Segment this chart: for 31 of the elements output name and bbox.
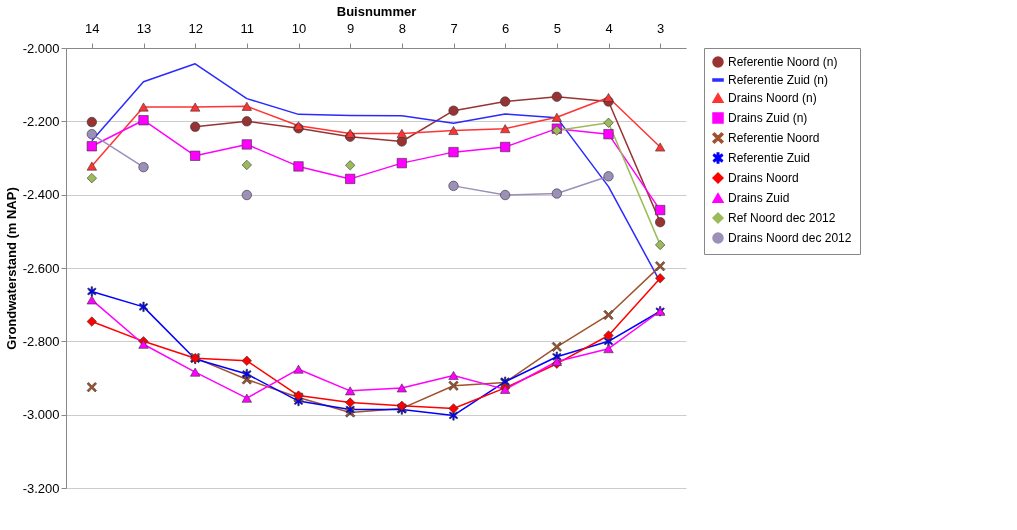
legend-label: Referentie Noord (n) <box>728 55 838 69</box>
x-tick-label: 3 <box>657 20 665 36</box>
y-tick-label: -2.400 <box>22 187 60 203</box>
x-tick-label: 5 <box>553 20 561 36</box>
y-tick-label: -3.000 <box>22 407 60 423</box>
x-tick-label: 8 <box>398 20 406 36</box>
y-axis-title: Grondwaterstand (m NAP) <box>3 187 19 350</box>
legend-label: Drains Noord dec 2012 <box>728 231 852 245</box>
legend-label: Referentie Zuid (n) <box>728 73 829 87</box>
x-tick-label: 7 <box>450 20 458 36</box>
legend-label: Referentie Zuid <box>728 151 811 165</box>
x-tick-label: 14 <box>85 20 100 36</box>
legend-label: Drains Zuid (n) <box>728 111 808 125</box>
y-tick-label: -2.800 <box>22 333 60 349</box>
x-tick-label: 11 <box>240 20 255 36</box>
x-tick-label: 13 <box>136 20 152 36</box>
legend-label: Referentie Noord <box>728 131 820 145</box>
legend-label: Drains Noord (n) <box>728 91 817 105</box>
y-tick-label: -3.200 <box>22 480 60 496</box>
legend-label: Ref Noord dec 2012 <box>728 211 836 225</box>
y-tick-label: -2.000 <box>22 40 60 56</box>
x-axis-title: Buisnummer <box>336 3 417 19</box>
x-tick-label: 12 <box>188 20 203 36</box>
y-tick-label: -2.200 <box>22 113 60 129</box>
y-tick-label: -2.600 <box>22 260 60 276</box>
legend-label: Drains Noord <box>728 171 799 185</box>
legend-label: Drains Zuid <box>728 191 790 205</box>
x-tick-label: 6 <box>502 20 510 36</box>
x-tick-label: 9 <box>347 20 355 36</box>
x-tick-label: 4 <box>605 20 613 36</box>
x-tick-label: 10 <box>291 20 307 36</box>
